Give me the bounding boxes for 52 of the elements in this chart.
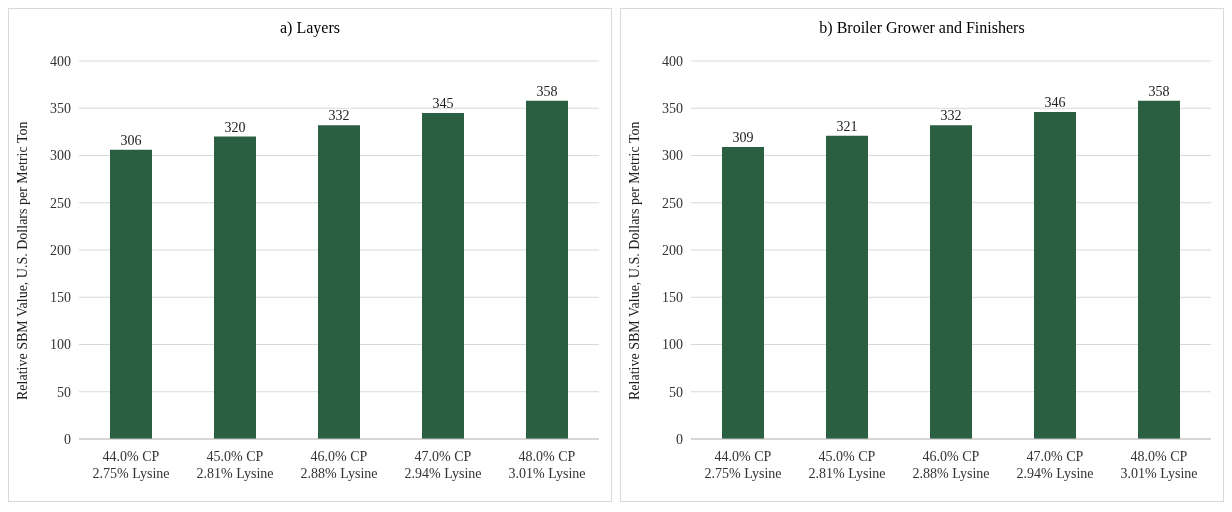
data-label: 358 [536, 83, 558, 99]
y-tick-label: 50 [669, 384, 683, 400]
y-tick-label: 200 [50, 242, 71, 258]
bar [526, 100, 568, 439]
y-tick-label: 100 [662, 337, 683, 353]
x-tick-label: 47.0% CP 2.94% Lysine [404, 449, 482, 481]
y-tick-label: 400 [662, 53, 683, 69]
data-label: 332 [328, 108, 350, 124]
bar [214, 136, 256, 439]
data-label: 309 [732, 129, 754, 145]
data-label: 306 [120, 132, 142, 148]
x-tick-label: 48.0% CP 3.01% Lysine [508, 449, 586, 481]
x-tick-label: 44.0% CP 2.75% Lysine [92, 449, 170, 481]
chart-title: b) Broiler Grower and Finishers [818, 19, 1026, 38]
y-tick-label: 150 [662, 290, 683, 306]
bar [1034, 112, 1076, 439]
y-tick-label: 0 [676, 431, 683, 447]
x-tick-label: 48.0% CP 3.01% Lysine [1120, 449, 1198, 481]
x-tick-label: 46.0% CP 2.88% Lysine [300, 449, 378, 481]
x-tick-label: 46.0% CP 2.88% Lysine [912, 449, 990, 481]
y-tick-label: 100 [50, 337, 71, 353]
y-tick-label: 0 [64, 431, 71, 447]
y-tick-label: 50 [57, 384, 71, 400]
data-label: 346 [1044, 95, 1066, 111]
y-tick-label: 300 [662, 148, 683, 164]
y-axis-title: Relative SBM Value, U.S. Dollars per Metric Ton [626, 121, 642, 400]
bar [422, 112, 464, 439]
bar [110, 149, 152, 439]
bar [930, 125, 972, 439]
bar [826, 135, 868, 439]
bar [722, 147, 764, 439]
data-label: 321 [836, 118, 858, 134]
y-tick-label: 250 [662, 195, 683, 211]
chart-title: a) Layers [279, 19, 341, 39]
data-label: 345 [432, 95, 454, 111]
data-label: 358 [1148, 83, 1170, 99]
x-tick-label: 45.0% CP 2.81% Lysine [196, 449, 274, 481]
y-tick-label: 200 [662, 242, 683, 258]
data-label: 332 [940, 108, 962, 124]
bar [1138, 100, 1180, 439]
y-tick-label: 150 [50, 290, 71, 306]
x-tick-label: 47.0% CP 2.94% Lysine [1016, 449, 1094, 481]
x-tick-label: 45.0% CP 2.81% Lysine [808, 449, 886, 481]
bar [318, 125, 360, 439]
y-tick-label: 300 [50, 148, 71, 164]
data-label: 320 [224, 119, 246, 135]
x-tick-label: 44.0% CP 2.75% Lysine [704, 449, 782, 481]
y-tick-label: 350 [662, 101, 683, 117]
y-axis-title: Relative SBM Value, U.S. Dollars per Metric Ton [14, 121, 30, 400]
y-tick-label: 400 [50, 53, 71, 69]
y-tick-label: 350 [50, 101, 71, 117]
y-tick-label: 250 [50, 195, 71, 211]
